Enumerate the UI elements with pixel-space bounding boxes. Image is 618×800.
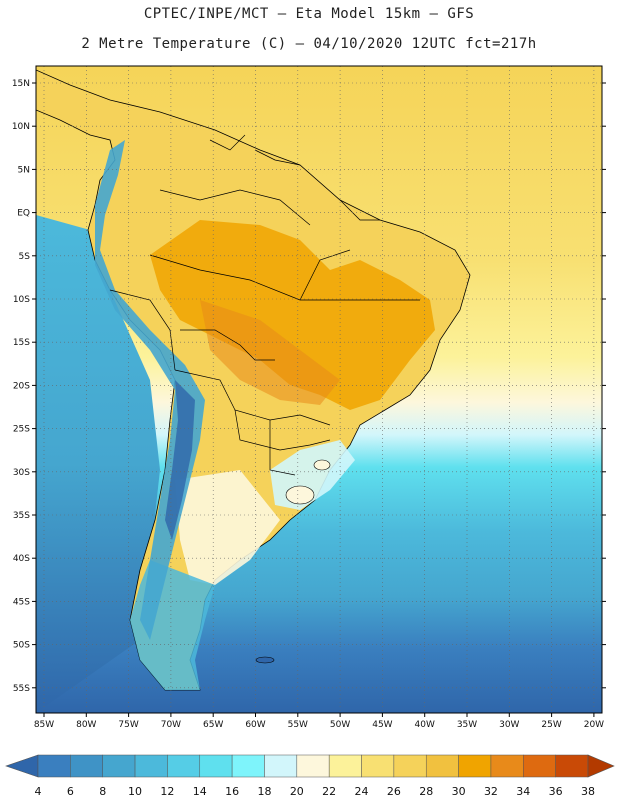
colorbar: 4 6 8 10 12 14 16 18 20 22 24 26 28 30 32 34 36 38 bbox=[5, 754, 615, 798]
colorbar-swatch bbox=[167, 754, 201, 778]
lat-tick-label: 35S bbox=[13, 511, 30, 521]
lon-tick-label: 35W bbox=[457, 720, 477, 730]
colorbar-label: 22 bbox=[322, 785, 336, 798]
latitude-ticks: 15N 10N 5N EQ 5S 10S 15S 20S 25S 30S 35S 40S 45S 50S 5… bbox=[12, 79, 606, 694]
colorbar-swatch bbox=[37, 754, 71, 778]
colorbar-swatch bbox=[328, 754, 362, 778]
map-title-line2: 2 Metre Temperature (C) – 04/10/2020 12U… bbox=[81, 36, 537, 52]
lon-tick-label: 20W bbox=[584, 720, 604, 730]
lat-tick-label: 25S bbox=[13, 425, 30, 435]
lat-tick-label: 45S bbox=[13, 597, 30, 607]
lat-tick-label: 50S bbox=[13, 641, 30, 651]
colorbar-label: 4 bbox=[35, 785, 42, 798]
colorbar-swatch bbox=[296, 754, 330, 778]
water-bodies bbox=[255, 459, 331, 664]
colorbar-label: 18 bbox=[257, 785, 271, 798]
colorbar-swatch bbox=[102, 754, 136, 778]
colorbar-label: 28 bbox=[419, 785, 433, 798]
lat-tick-label: 5S bbox=[19, 252, 31, 262]
colorbar-label: 30 bbox=[452, 785, 466, 798]
colorbar-swatch bbox=[523, 754, 556, 778]
lat-tick-label: 5N bbox=[18, 165, 30, 175]
lon-tick-label: 70W bbox=[161, 720, 181, 730]
colorbar-swatch bbox=[264, 754, 298, 778]
map-frame bbox=[35, 65, 603, 714]
lon-tick-label: 45W bbox=[372, 720, 392, 730]
colorbar-label: 14 bbox=[193, 785, 207, 798]
lon-tick-label: 60W bbox=[245, 720, 265, 730]
colorbar-label: 6 bbox=[67, 785, 74, 798]
lat-tick-label: 40S bbox=[13, 554, 30, 564]
colorbar-swatch bbox=[199, 754, 233, 778]
mild-region-argentina bbox=[175, 470, 280, 585]
colorbar-swatch bbox=[393, 754, 427, 778]
colorbar-label: 26 bbox=[387, 785, 401, 798]
colorbar-swatch bbox=[425, 754, 459, 778]
lon-tick-label: 65W bbox=[203, 720, 223, 730]
colorbar-swatch bbox=[458, 754, 492, 778]
lon-tick-label: 40W bbox=[415, 720, 435, 730]
colorbar-swatch bbox=[231, 754, 265, 778]
lat-tick-label: EQ bbox=[17, 209, 30, 219]
country-borders bbox=[109, 134, 420, 476]
colorbar-label: 10 bbox=[128, 785, 142, 798]
lat-tick-label: 15N bbox=[12, 79, 30, 89]
hot-region-amazon bbox=[150, 220, 435, 410]
lat-tick-label: 10N bbox=[12, 122, 30, 132]
andes-coldest bbox=[165, 380, 195, 540]
lon-tick-label: 85W bbox=[34, 720, 54, 730]
lon-tick-label: 50W bbox=[330, 720, 350, 730]
colorbar-label: 16 bbox=[225, 785, 239, 798]
colorbar-label: 20 bbox=[290, 785, 304, 798]
lon-tick-label: 75W bbox=[118, 720, 138, 730]
colorbar-label: 24 bbox=[355, 785, 369, 798]
colorbar-label: 32 bbox=[484, 785, 498, 798]
longitude-ticks: 85W 80W 75W 70W 65W 60W 55W 50W 45W 40W 35W 30W 25W 2… bbox=[34, 713, 604, 730]
colorbar-arrow-high bbox=[587, 754, 615, 778]
lon-tick-label: 25W bbox=[541, 720, 561, 730]
colorbar-swatch bbox=[490, 754, 524, 778]
lon-tick-label: 55W bbox=[288, 720, 308, 730]
lat-tick-label: 20S bbox=[13, 381, 30, 391]
colorbar-label: 36 bbox=[549, 785, 563, 798]
colorbar-label: 34 bbox=[516, 785, 530, 798]
pacific-ocean-region bbox=[36, 215, 160, 713]
colorbar-swatch bbox=[361, 754, 395, 778]
lon-tick-label: 30W bbox=[499, 720, 519, 730]
lat-tick-label: 30S bbox=[13, 468, 30, 478]
warm-region-center bbox=[200, 300, 340, 405]
colorbar-label: 8 bbox=[99, 785, 106, 798]
colorbar-label: 12 bbox=[160, 785, 174, 798]
colorbar-swatch bbox=[134, 754, 168, 778]
colorbar-label: 38 bbox=[581, 785, 595, 798]
colorbar-swatch bbox=[555, 754, 589, 778]
colorbar-arrow-low bbox=[5, 754, 39, 778]
lat-tick-label: 10S bbox=[13, 295, 30, 305]
lat-tick-label: 55S bbox=[13, 684, 30, 694]
map-title-line1: CPTEC/INPE/MCT – Eta Model 15km – GFS bbox=[143, 6, 475, 22]
colorbar-swatch bbox=[70, 754, 103, 778]
lon-tick-label: 80W bbox=[76, 720, 96, 730]
lat-tick-label: 15S bbox=[13, 338, 30, 348]
